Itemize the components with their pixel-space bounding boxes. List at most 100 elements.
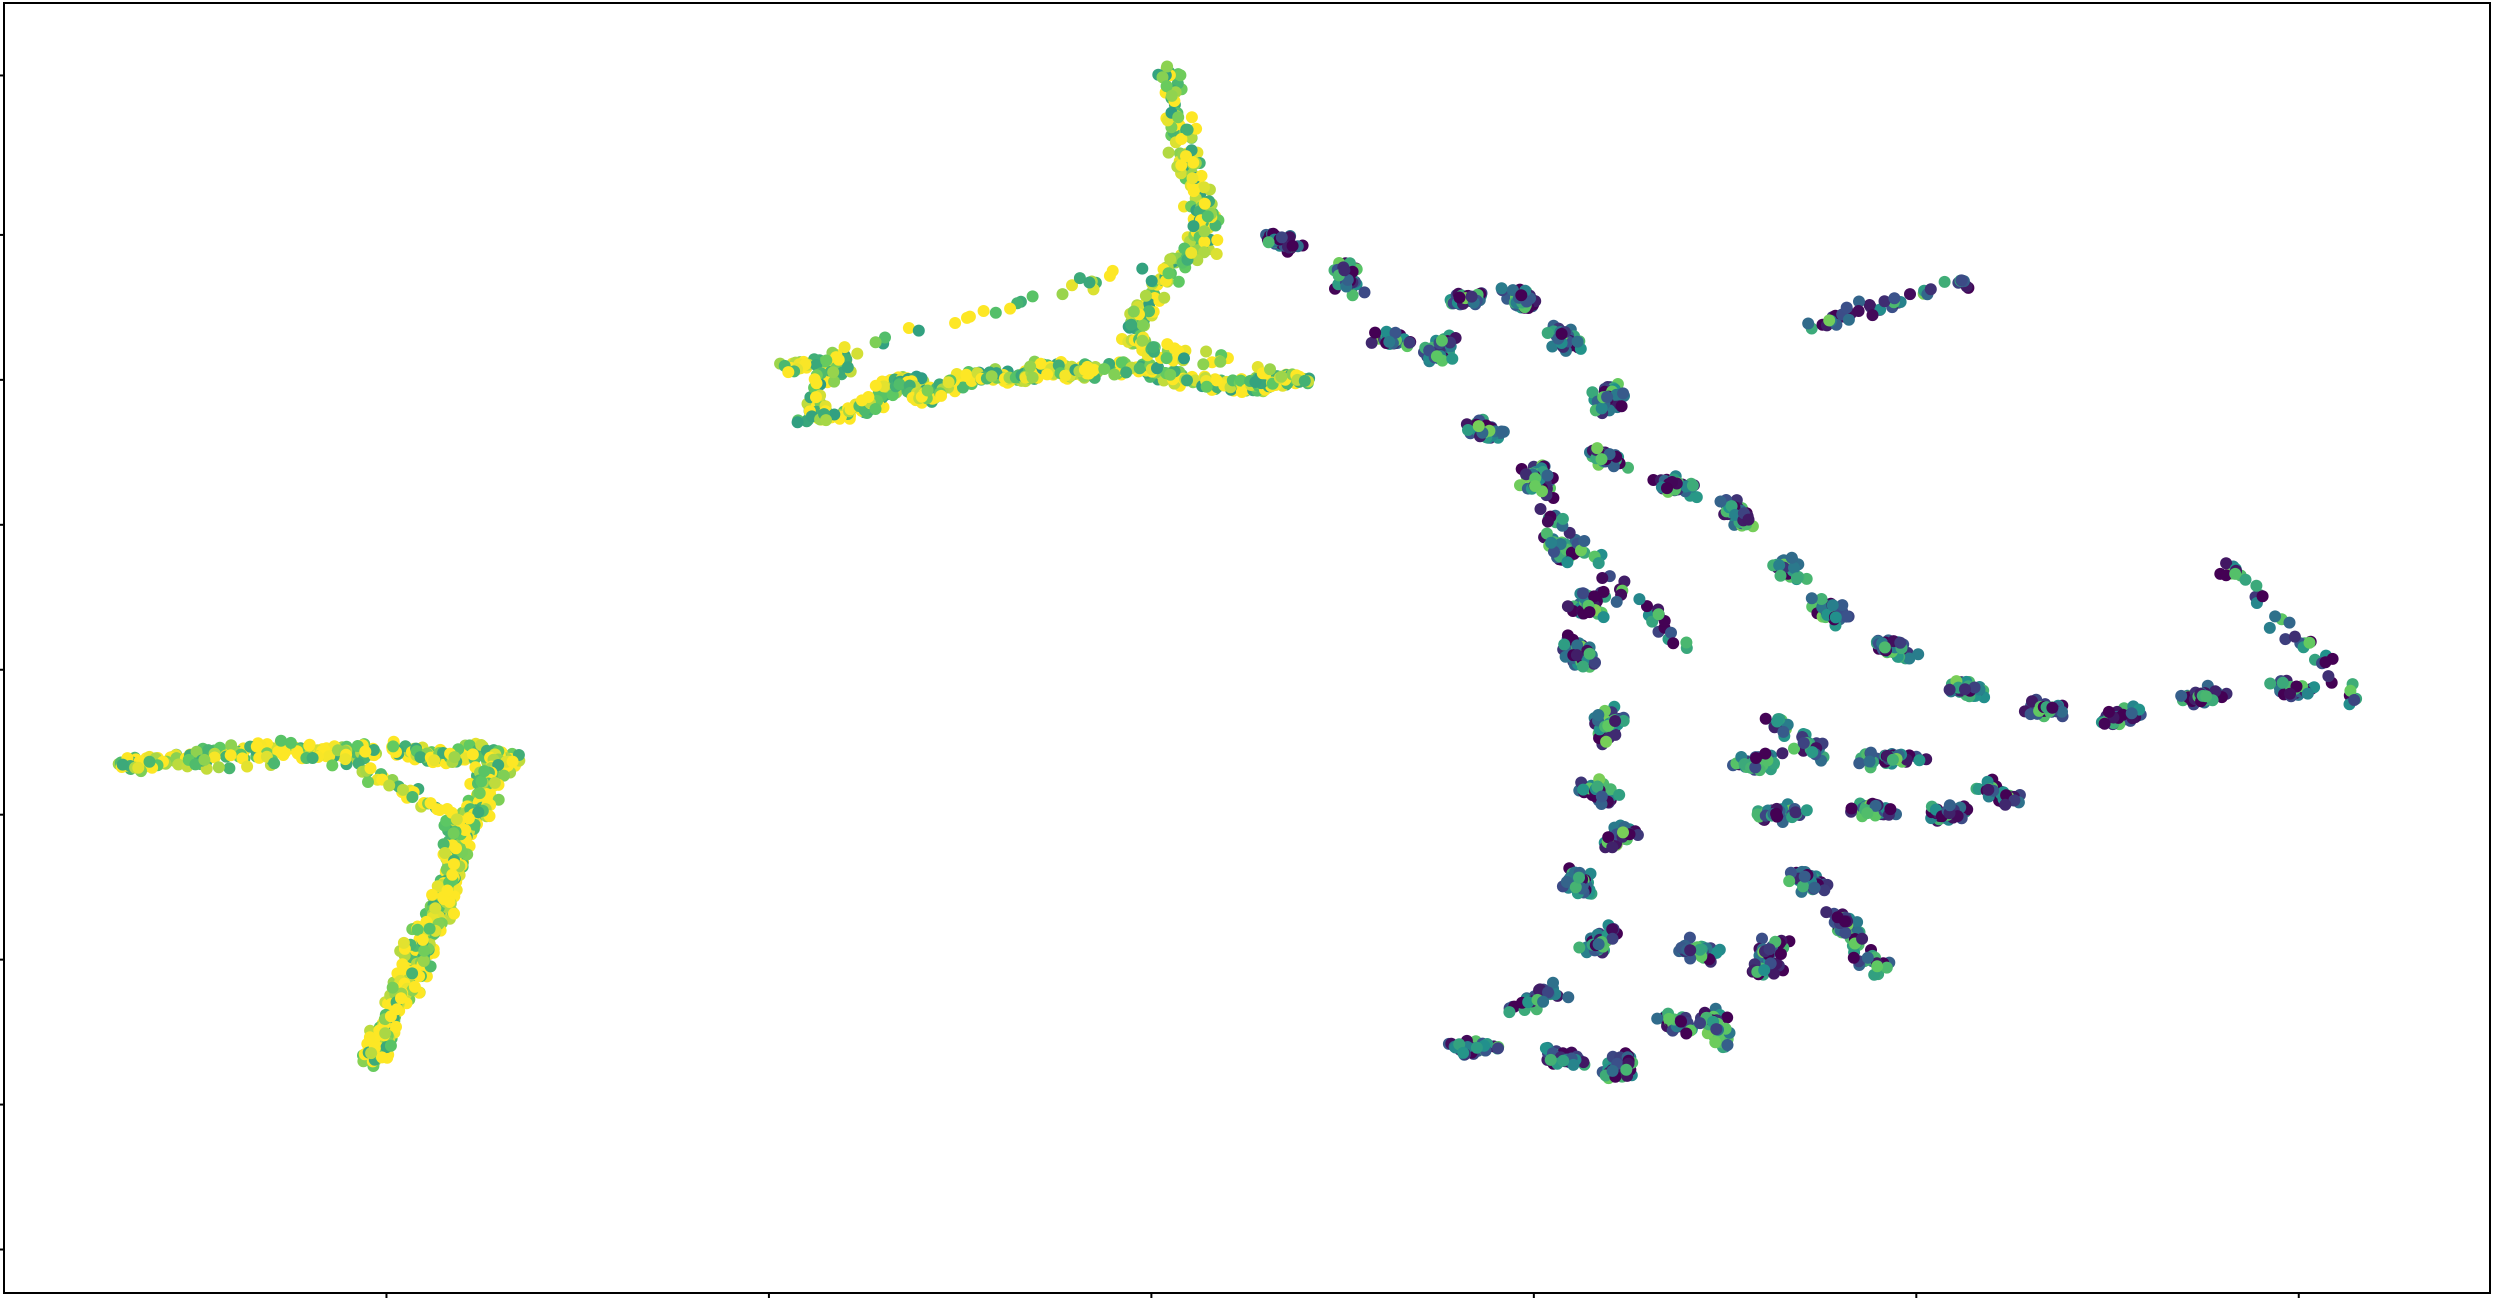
data-point: [362, 776, 374, 788]
data-point: [429, 902, 442, 915]
data-point: [1561, 556, 1574, 569]
data-point: [2239, 573, 2252, 586]
cluster-4: [1954, 274, 1970, 288]
data-point: [1542, 986, 1554, 999]
data-point: [2284, 687, 2296, 700]
data-point: [820, 414, 832, 427]
data-point: [450, 842, 462, 855]
data-point: [1651, 1012, 1664, 1025]
data-point: [1886, 753, 1899, 766]
data-point: [1770, 807, 1783, 820]
data-point: [2269, 610, 2282, 623]
data-point: [364, 762, 377, 775]
data-point: [1771, 715, 1784, 728]
data-point: [2301, 687, 2314, 700]
data-point: [1675, 1015, 1687, 1028]
data-point: [1175, 133, 1188, 145]
data-point: [303, 739, 316, 752]
data-point: [1829, 611, 1842, 624]
data-point: [1164, 368, 1177, 381]
data-point: [1139, 289, 1152, 302]
data-point: [1863, 755, 1876, 768]
data-point: [902, 322, 915, 334]
data-point: [1573, 871, 1585, 884]
data-point: [1577, 660, 1589, 673]
data-point: [1162, 267, 1175, 280]
data-point: [1275, 370, 1288, 383]
data-point: [1569, 881, 1582, 894]
data-point: [1547, 976, 1559, 989]
data-point: [820, 354, 833, 367]
data-point: [1369, 326, 1382, 339]
data-point: [1556, 512, 1569, 525]
data-point: [1492, 1042, 1504, 1055]
data-point: [1767, 967, 1780, 980]
data-point: [1694, 1017, 1706, 1030]
data-point: [1034, 357, 1047, 370]
data-point: [497, 769, 510, 782]
data-point: [1066, 279, 1078, 292]
data-point: [284, 736, 297, 749]
data-point: [1503, 1006, 1516, 1019]
data-point: [339, 753, 352, 766]
data-point: [1820, 906, 1833, 919]
data-point: [408, 980, 421, 993]
data-point: [1264, 363, 1276, 376]
data-point: [1187, 220, 1200, 233]
data-point: [1595, 402, 1608, 415]
data-point: [2319, 656, 2332, 669]
data-point: [1561, 629, 1574, 642]
data-point: [1863, 299, 1876, 311]
data-point: [1938, 275, 1951, 288]
data-point: [1164, 253, 1177, 266]
data-point: [893, 378, 906, 391]
data-point: [1785, 551, 1798, 564]
data-point: [949, 317, 962, 329]
data-point: [1389, 326, 1402, 339]
data-point: [1750, 752, 1762, 764]
data-point: [1024, 360, 1037, 373]
data-point: [323, 750, 336, 763]
data-point: [1557, 1054, 1570, 1067]
data-point: [1609, 728, 1622, 741]
data-point: [2283, 616, 2296, 629]
data-point: [383, 779, 396, 792]
data-point: [1880, 961, 1893, 974]
data-point: [1186, 172, 1199, 185]
data-point: [1788, 561, 1800, 574]
data-point: [1652, 608, 1665, 621]
data-point: [384, 1010, 397, 1023]
data-point: [1797, 880, 1809, 893]
data-point: [426, 888, 439, 901]
data-point: [1815, 593, 1828, 605]
data-point: [1924, 283, 1937, 296]
data-point: [1534, 503, 1547, 515]
data-point: [1187, 156, 1200, 169]
data-point: [1158, 291, 1171, 304]
data-point: [1609, 715, 1622, 727]
data-point: [1555, 327, 1568, 340]
data-point: [1913, 754, 1926, 767]
data-point: [1823, 314, 1836, 327]
data-point: [1592, 938, 1605, 951]
data-point: [961, 311, 973, 324]
data-point: [431, 880, 444, 893]
data-point: [395, 992, 407, 1005]
data-point: [306, 752, 319, 764]
data-point: [241, 760, 254, 773]
data-point: [1894, 636, 1907, 649]
data-point: [1851, 916, 1864, 929]
data-point: [2322, 670, 2335, 683]
data-point: [827, 366, 840, 379]
data-point: [462, 812, 475, 825]
data-point: [1338, 264, 1351, 277]
data-point: [2220, 557, 2233, 570]
data-point: [1548, 545, 1560, 558]
data-point: [478, 765, 491, 778]
data-point: [1341, 273, 1354, 286]
data-point: [1178, 352, 1190, 365]
data-point: [1694, 943, 1706, 956]
cluster-3: [1260, 227, 2363, 1085]
data-point: [1545, 536, 1558, 549]
data-point: [396, 958, 409, 971]
